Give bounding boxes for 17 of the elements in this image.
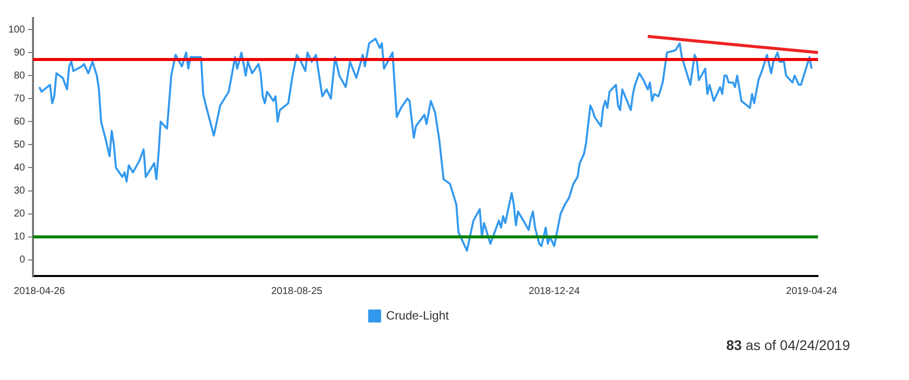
x-tick-label: 2018-12-24 bbox=[528, 286, 580, 297]
y-tick-label: 80 bbox=[14, 70, 26, 82]
y-tick-label: 20 bbox=[14, 208, 26, 220]
x-tick-label: 2018-04-26 bbox=[14, 286, 66, 297]
y-tick-label: 100 bbox=[8, 24, 26, 36]
y-tick-label: 50 bbox=[14, 139, 26, 150]
legend-label: Crude-Light bbox=[386, 308, 450, 322]
x-tick-label: 2018-08-25 bbox=[271, 286, 323, 297]
y-tick-label: 0 bbox=[19, 254, 26, 266]
text: 83 as of 04/24/2019 bbox=[726, 337, 850, 353]
y-tick-label: 10 bbox=[14, 232, 26, 243]
y-tick-label: 30 bbox=[14, 186, 26, 197]
y-tick-label: 40 bbox=[14, 162, 26, 174]
y-tick-label: 60 bbox=[14, 116, 26, 128]
x-tick-label: 2019-04-24 bbox=[786, 286, 838, 297]
y-tick-label: 70 bbox=[14, 93, 26, 104]
y-tick-label: 90 bbox=[14, 47, 26, 58]
